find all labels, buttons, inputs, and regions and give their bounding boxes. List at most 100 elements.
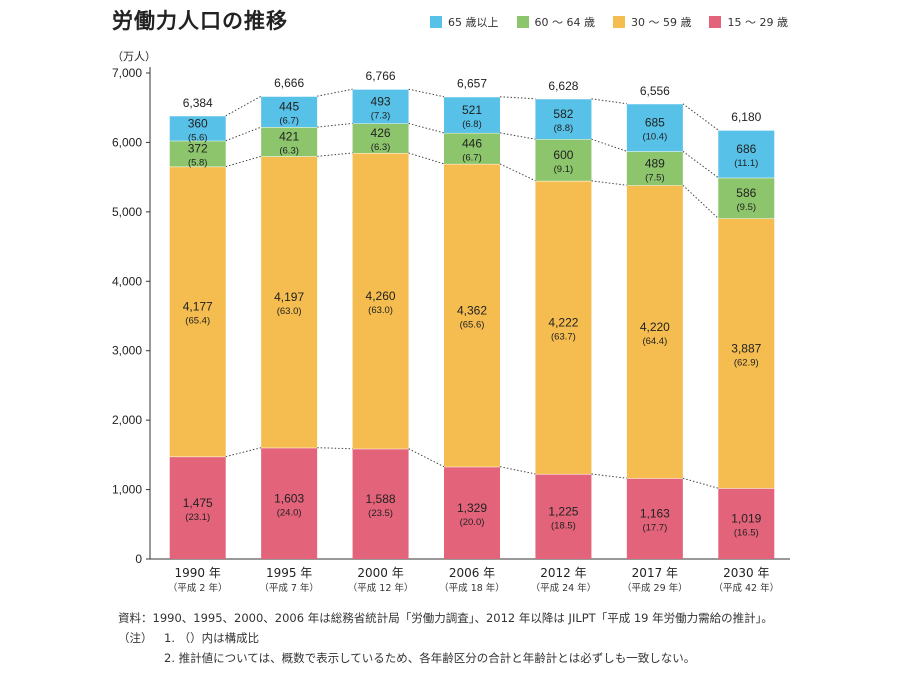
x-tick-label: 2012 年 — [540, 566, 586, 580]
connector-line — [317, 88, 353, 97]
note-1-text: （）内は構成比 — [178, 631, 260, 645]
connector-line — [317, 122, 353, 128]
segment-share-label: (23.5) — [368, 508, 393, 519]
total-label: 6,180 — [731, 110, 761, 124]
bar-segment — [718, 218, 775, 489]
segment-value-label: 1,329 — [457, 501, 487, 515]
connector-line — [408, 88, 445, 98]
connector-line — [408, 448, 445, 468]
segment-share-label: (63.0) — [368, 305, 393, 316]
legend-label: 60 〜 64 歳 — [534, 16, 595, 29]
segment-value-label: 4,222 — [548, 315, 578, 329]
connector-line — [225, 95, 262, 117]
x-tick-label: 2000 年 — [357, 566, 403, 580]
bar-layer — [169, 88, 775, 559]
segment-share-label: (6.7) — [279, 116, 299, 127]
segment-share-label: (65.6) — [460, 319, 485, 330]
segment-value-label: 426 — [371, 126, 391, 140]
connector-line — [408, 152, 445, 165]
segment-share-label: (63.7) — [551, 331, 576, 342]
segment-value-label: 421 — [279, 130, 299, 144]
bar-segment — [352, 152, 409, 449]
connector-line — [225, 155, 262, 168]
connector-line — [499, 96, 536, 100]
legend-swatch — [612, 16, 625, 28]
x-tick-label: 1995 年 — [266, 566, 312, 580]
total-label: 6,657 — [457, 77, 487, 91]
segment-share-label: (65.4) — [185, 316, 210, 327]
bar-segment — [535, 98, 592, 140]
segment-value-label: 1,019 — [731, 512, 761, 526]
connector-line — [499, 466, 536, 475]
segment-value-label: 1,588 — [366, 492, 396, 506]
connector-layer — [225, 88, 719, 489]
total-label: 6,556 — [640, 84, 670, 98]
connector-line — [499, 132, 536, 140]
y-tick-label: 7,000 — [112, 66, 142, 80]
segment-value-label: 1,475 — [183, 496, 213, 510]
bar-segment — [718, 488, 775, 559]
connector-line — [499, 163, 536, 182]
segment-share-label: (9.5) — [737, 202, 757, 213]
segment-share-label: (18.5) — [551, 520, 576, 531]
note-2-text: 推計値については、概数で表示しているため、各年齢区分の合計と年齢計とは必ずしも一… — [178, 651, 696, 665]
segment-value-label: 600 — [553, 148, 573, 162]
bar-segment — [718, 177, 775, 219]
bar-segment — [626, 103, 683, 152]
x-tick-era-label: （平成 42 年） — [713, 582, 779, 594]
segment-value-label: 685 — [645, 116, 665, 130]
bar-segment — [444, 466, 500, 559]
legend-swatch — [430, 16, 442, 28]
segment-value-label: 686 — [736, 142, 756, 156]
segment-value-label: 4,220 — [640, 320, 670, 334]
bar-segment — [626, 185, 683, 479]
legend-item: 15 〜 29 歳 — [709, 14, 788, 30]
bar-segment — [352, 123, 409, 153]
y-axis-label: （万人） — [112, 50, 156, 63]
x-tick-era-label: （平成 12 年） — [348, 582, 414, 594]
segment-value-label: 372 — [188, 142, 208, 156]
x-tick-era-label: （平成 2 年） — [168, 582, 228, 594]
segment-share-label: (16.5) — [734, 528, 759, 539]
segment-value-label: 4,362 — [457, 303, 487, 317]
segment-value-label: 493 — [371, 94, 391, 108]
label-layer: 1,475 (23.1) 4,177 (65.4) 372 (5.8) 360 (5.6) 6,… — [168, 69, 779, 594]
y-tick-label: 5,000 — [112, 205, 142, 219]
note-2-number: 2. — [164, 651, 175, 665]
segment-share-label: (63.0) — [277, 306, 302, 317]
connector-line — [408, 122, 445, 134]
segment-value-label: 489 — [645, 156, 665, 170]
connector-line — [682, 150, 719, 179]
note-label: （注） — [118, 631, 153, 645]
total-label: 6,666 — [274, 76, 304, 90]
note-1-number: 1. — [164, 631, 175, 645]
total-label: 6,384 — [183, 96, 213, 110]
connector-line — [682, 184, 719, 219]
y-tick-label: 6,000 — [112, 135, 142, 149]
segment-value-label: 1,225 — [548, 504, 578, 518]
chart-title: 労働力人口の推移 — [112, 9, 288, 33]
connector-line — [682, 103, 719, 131]
segment-share-label: (11.1) — [734, 158, 758, 169]
source-note: 資料：1990、1995、2000、2006 年は総務省統計局「労働力調査」、2… — [118, 611, 773, 625]
segment-value-label: 4,260 — [366, 289, 396, 303]
segment-share-label: (5.6) — [188, 132, 208, 143]
segment-value-label: 360 — [188, 116, 208, 130]
legend-item: 30 〜 59 歳 — [612, 14, 691, 30]
segment-share-label: (62.9) — [734, 357, 759, 368]
y-tick-label: 0 — [135, 552, 142, 566]
bar-segment — [352, 89, 409, 124]
bar-segment — [535, 139, 592, 181]
bar-segment — [261, 127, 318, 157]
connector-line — [317, 152, 353, 157]
segment-share-label: (7.3) — [371, 110, 391, 121]
segment-value-label: 3,887 — [731, 341, 761, 355]
connector-line — [591, 138, 628, 152]
segment-share-label: (6.8) — [462, 119, 482, 130]
segment-value-label: 446 — [462, 136, 482, 150]
y-tick-label: 1,000 — [112, 483, 142, 497]
bar-segment — [261, 447, 318, 559]
y-tick-label: 4,000 — [112, 274, 142, 288]
connector-line — [591, 98, 627, 105]
legend-swatch — [516, 16, 529, 28]
